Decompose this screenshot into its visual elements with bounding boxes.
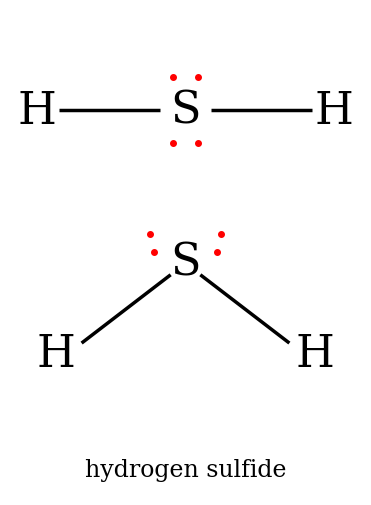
Text: H: H xyxy=(18,89,56,133)
Text: S: S xyxy=(170,241,201,284)
Text: H: H xyxy=(296,332,335,375)
Text: S: S xyxy=(170,89,201,133)
Text: H: H xyxy=(36,332,75,375)
Text: hydrogen sulfide: hydrogen sulfide xyxy=(85,458,286,481)
Text: H: H xyxy=(315,89,353,133)
